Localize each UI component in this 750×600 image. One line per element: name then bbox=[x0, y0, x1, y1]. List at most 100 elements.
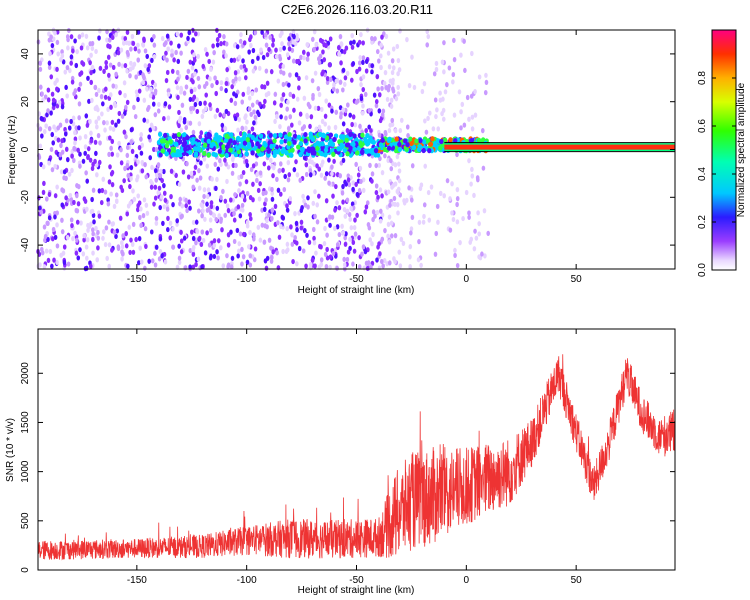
spectrogram-point bbox=[59, 57, 63, 63]
spectrogram-point bbox=[368, 237, 373, 243]
spectrogram-band-point bbox=[298, 140, 304, 147]
spectrogram-point bbox=[42, 180, 46, 186]
spectrogram-point bbox=[367, 124, 372, 130]
spectrogram-point bbox=[51, 97, 56, 103]
spectrogram-point bbox=[85, 237, 90, 243]
spectrogram-point bbox=[301, 248, 306, 254]
spectrogram-point bbox=[217, 213, 222, 219]
spectrogram-point bbox=[177, 43, 181, 49]
spectrogram-point bbox=[171, 202, 175, 208]
spectrogram-point bbox=[52, 124, 56, 130]
spectrogram-point bbox=[371, 209, 376, 215]
spectrogram-point bbox=[50, 263, 54, 269]
spectrogram-point bbox=[178, 196, 183, 202]
spectrogram-point bbox=[97, 159, 102, 166]
spectrogram-point bbox=[270, 186, 274, 193]
spectrogram-point bbox=[248, 36, 252, 43]
spectrogram-point bbox=[306, 195, 310, 201]
spectrogram-point bbox=[71, 236, 75, 242]
spectrogram-point bbox=[116, 118, 121, 124]
spectrogram-band-point bbox=[159, 138, 165, 144]
spectrogram-point bbox=[299, 54, 303, 60]
spectrogram-point bbox=[253, 114, 258, 120]
spectrogram-point bbox=[288, 72, 292, 78]
spectrogram-point bbox=[69, 118, 73, 125]
spectrogram-point bbox=[169, 194, 173, 200]
spectrogram-point bbox=[42, 224, 47, 230]
spectrogram-band-point bbox=[262, 140, 267, 147]
spectrogram-point bbox=[137, 48, 141, 54]
spectrogram-band-point bbox=[211, 151, 216, 157]
spectrogram-point bbox=[198, 100, 203, 107]
spectrogram-point bbox=[289, 224, 293, 230]
spectrogram-point bbox=[324, 98, 329, 104]
spectrogram-point bbox=[325, 246, 329, 253]
spectrogram-point bbox=[121, 233, 125, 239]
spectrogram-point bbox=[467, 116, 471, 122]
spectrogram-band-point bbox=[158, 152, 163, 158]
spectrogram-band-point bbox=[157, 131, 163, 137]
spectrogram-band-point bbox=[323, 152, 328, 158]
spectrogram-point bbox=[112, 101, 117, 107]
spectrogram-point bbox=[91, 231, 95, 237]
spectrogram-point bbox=[436, 126, 441, 132]
spectrogram-point bbox=[373, 213, 377, 219]
spectrogram-band-point bbox=[403, 138, 408, 144]
spectrogram-point bbox=[395, 188, 400, 195]
spectrogram-point bbox=[470, 50, 474, 57]
spectrogram-point bbox=[190, 65, 195, 71]
spectrogram-point bbox=[114, 233, 118, 240]
spectrogram-point bbox=[143, 63, 148, 69]
spectrogram-point bbox=[55, 86, 59, 92]
spectrogram-point bbox=[165, 206, 170, 212]
spectrogram-point bbox=[476, 177, 480, 183]
spectrogram-point bbox=[126, 51, 130, 58]
spectrogram-point bbox=[143, 48, 148, 54]
spectrogram-point bbox=[401, 240, 406, 246]
spectrogram-point bbox=[206, 187, 211, 193]
spectrogram-point bbox=[391, 65, 396, 71]
spectrogram-point bbox=[69, 34, 74, 40]
spectrogram-point bbox=[57, 99, 62, 106]
spectrogram-point bbox=[328, 76, 333, 83]
spectrogram-point bbox=[154, 177, 159, 183]
spectrogram-point bbox=[215, 249, 219, 255]
spectrogram-point bbox=[230, 156, 235, 163]
spectrogram-point bbox=[70, 222, 74, 229]
spectrogram-point bbox=[377, 108, 382, 114]
spectrogram-point bbox=[85, 122, 90, 128]
spectrogram-point bbox=[374, 162, 379, 169]
spectrogram-point bbox=[377, 162, 382, 168]
spectrogram-point bbox=[461, 215, 465, 222]
colorbar-tick-label: 0.0 bbox=[697, 263, 708, 277]
spectrogram-point bbox=[137, 236, 142, 242]
spectrogram-point bbox=[91, 187, 96, 193]
spectrogram-point bbox=[277, 167, 282, 174]
spectrogram-point bbox=[236, 204, 241, 210]
spectrogram-line bbox=[444, 142, 675, 153]
snr-x-ticks: -150 -100 -50 0 50 bbox=[127, 329, 582, 586]
spectrogram-point bbox=[276, 78, 281, 84]
spectrogram-point bbox=[361, 103, 365, 109]
spectrogram-point bbox=[133, 113, 138, 120]
spectrogram-point bbox=[328, 36, 333, 42]
spectrogram-point bbox=[291, 58, 296, 64]
spectrogram-point bbox=[405, 37, 409, 43]
spectrogram-point bbox=[78, 81, 83, 87]
spectrogram-point bbox=[38, 205, 42, 211]
spectrogram-point bbox=[124, 134, 128, 140]
spectrogram-band-point bbox=[292, 133, 298, 139]
spectrogram-point bbox=[208, 76, 212, 82]
spectrogram-point bbox=[106, 54, 111, 60]
spectrogram-point bbox=[145, 118, 150, 124]
spectrogram-point bbox=[98, 140, 102, 146]
spectrogram-point bbox=[140, 168, 145, 174]
spectrogram-band-point bbox=[430, 136, 435, 142]
spectrogram-point bbox=[120, 244, 125, 250]
spectrogram-point bbox=[233, 100, 238, 107]
spectrogram-point bbox=[423, 118, 427, 124]
spectrogram-point bbox=[295, 261, 299, 267]
spectrogram-point bbox=[451, 79, 455, 85]
spectrogram-point bbox=[131, 249, 136, 255]
